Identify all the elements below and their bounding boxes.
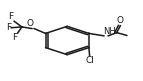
Text: O: O [117, 16, 124, 25]
Text: F: F [6, 23, 11, 32]
Text: Cl: Cl [85, 56, 94, 65]
Text: F: F [12, 34, 17, 43]
Text: F: F [9, 12, 14, 21]
Text: O: O [26, 19, 33, 28]
Text: NH: NH [104, 27, 116, 36]
